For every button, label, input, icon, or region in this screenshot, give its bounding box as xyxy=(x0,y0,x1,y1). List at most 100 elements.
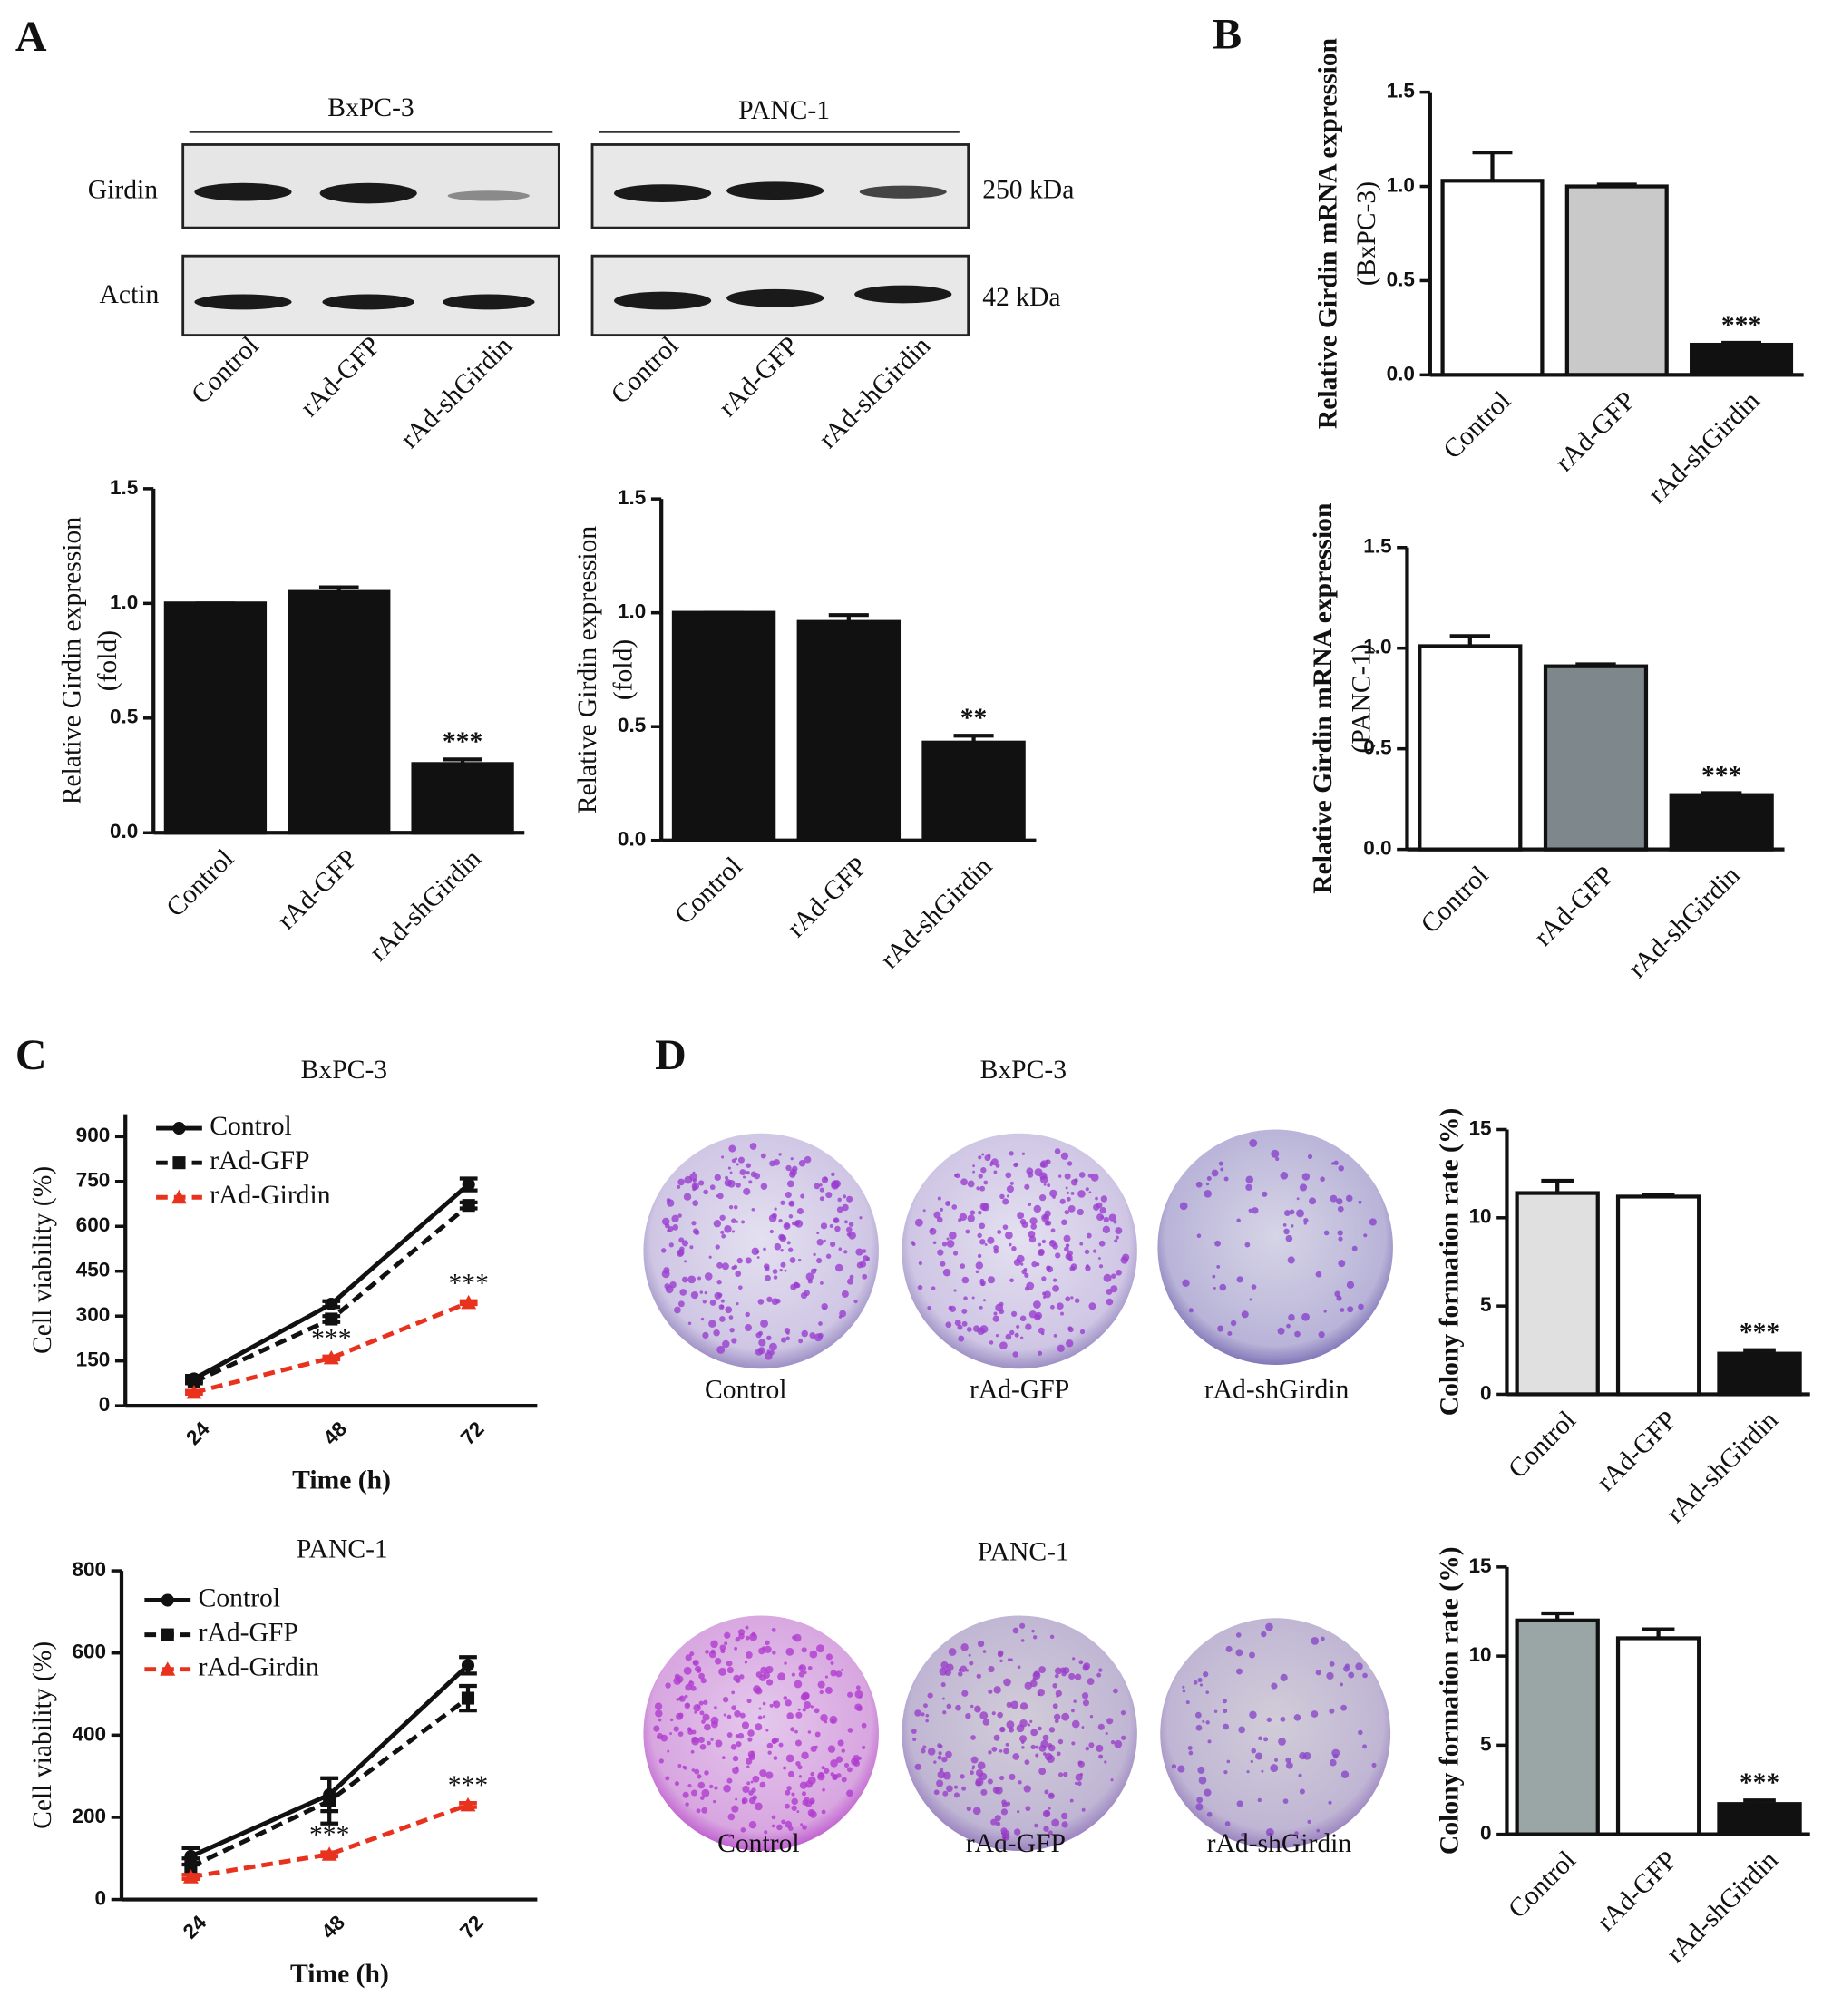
colony-dot xyxy=(768,1214,777,1222)
chart-title: BxPC-3 xyxy=(301,1056,387,1085)
colony-dot xyxy=(654,1702,663,1710)
colony-dot xyxy=(990,1158,999,1166)
colony-dot xyxy=(751,1207,755,1212)
colony-dot xyxy=(1110,1285,1118,1293)
colony-dot xyxy=(1049,1793,1054,1797)
colony-dot xyxy=(1077,1190,1086,1198)
colony-dot xyxy=(1053,1713,1061,1720)
y-tick-label: 0 xyxy=(95,1887,107,1910)
colony-dot xyxy=(814,1745,818,1749)
colony-dot xyxy=(854,1690,863,1699)
colony-dot xyxy=(667,1228,671,1232)
colony-dot xyxy=(1246,1770,1250,1774)
colony-dot xyxy=(1024,1183,1030,1190)
colony-dot xyxy=(1289,1209,1295,1215)
colony-dot xyxy=(972,1164,976,1168)
bar xyxy=(1669,793,1774,852)
colony-dot xyxy=(1006,1701,1012,1709)
colony-dot xyxy=(1211,1169,1219,1177)
colony-dot xyxy=(843,1220,848,1224)
colony-dot xyxy=(1042,1291,1047,1296)
colony-dot xyxy=(914,1709,921,1717)
colony-dot xyxy=(785,1223,790,1228)
colony-dot xyxy=(1074,1781,1078,1786)
colony-dot xyxy=(941,1242,948,1247)
colony-dot xyxy=(804,1155,812,1164)
colony-dot xyxy=(1064,1246,1069,1252)
colony-dot xyxy=(669,1281,677,1289)
marker xyxy=(323,1349,339,1365)
colony-dot xyxy=(1223,1708,1228,1714)
colony-dot xyxy=(1358,1303,1364,1310)
colony-dot xyxy=(1029,1719,1033,1723)
colony-dot xyxy=(1236,1218,1241,1223)
colony-dot xyxy=(1068,1672,1076,1680)
colony-dot xyxy=(1024,1759,1030,1766)
colony-dot xyxy=(703,1699,708,1705)
colony-dot xyxy=(747,1729,755,1737)
band xyxy=(859,185,947,199)
colony-dot xyxy=(993,1734,1000,1741)
colony-dot xyxy=(970,1210,976,1215)
panel-label: C xyxy=(15,1031,47,1079)
colony-dot xyxy=(1029,1217,1038,1225)
colony-dot xyxy=(814,1333,823,1342)
colony-dot xyxy=(1338,1236,1343,1242)
colony-dot xyxy=(686,1703,690,1708)
colony-dot xyxy=(1066,1196,1071,1202)
series-line xyxy=(190,1803,469,1880)
colony-dot xyxy=(716,1193,724,1200)
colony-dot xyxy=(1204,1788,1212,1797)
colony-dot xyxy=(1061,1712,1070,1721)
colony-dot xyxy=(1021,1152,1026,1155)
colony-dot xyxy=(818,1321,823,1326)
colony-dot xyxy=(1010,1310,1018,1317)
colony-dot xyxy=(715,1244,720,1250)
colony-dot xyxy=(933,1789,940,1796)
colony-dot xyxy=(1194,1711,1202,1719)
colony-dot xyxy=(749,1143,757,1150)
colony-dot xyxy=(1177,1765,1185,1773)
colony-dot xyxy=(785,1789,791,1796)
colony-dot xyxy=(1111,1273,1116,1279)
band xyxy=(614,184,712,202)
colony-dot xyxy=(829,1223,833,1228)
significance: *** xyxy=(309,1820,349,1849)
colony-dot xyxy=(843,1762,850,1768)
colony-dot xyxy=(834,1263,843,1272)
colony-dot xyxy=(799,1781,808,1789)
colony-dot xyxy=(735,1797,738,1801)
colony-dot xyxy=(1001,1799,1007,1806)
error-bar xyxy=(1642,1193,1675,1197)
colony-dot xyxy=(1358,1729,1363,1736)
colony-dot xyxy=(681,1276,688,1283)
colony-dot xyxy=(713,1220,722,1228)
colony-dot xyxy=(1065,1296,1071,1302)
x-axis-label: Time (h) xyxy=(290,1960,389,1989)
colony-dot xyxy=(760,1666,768,1674)
colony-dot xyxy=(835,1756,843,1763)
colony-dot xyxy=(861,1722,867,1729)
colony-dot xyxy=(1088,1302,1096,1310)
colony-dot xyxy=(671,1214,679,1222)
colony-dot xyxy=(911,1241,915,1245)
band xyxy=(447,190,530,201)
marker xyxy=(184,1860,198,1874)
colony-dot xyxy=(677,1731,684,1737)
significance: *** xyxy=(1701,761,1741,790)
colony-dot xyxy=(1097,1723,1105,1730)
colony-dot xyxy=(999,1727,1005,1731)
colony-dot xyxy=(820,1222,828,1230)
error-bar xyxy=(1596,182,1637,187)
colony-dot xyxy=(1120,1710,1126,1716)
colony-dot xyxy=(1057,1344,1065,1352)
colony-dot xyxy=(1059,1198,1066,1204)
colony-dot xyxy=(1009,1151,1014,1156)
bar xyxy=(671,610,776,842)
colony-dot xyxy=(841,1777,847,1783)
colony-dot xyxy=(927,1748,936,1756)
y-tick-label: 1.0 xyxy=(1363,636,1391,658)
plate xyxy=(643,1133,879,1369)
colony-dot xyxy=(988,1689,993,1694)
error-bar xyxy=(1743,1798,1776,1805)
